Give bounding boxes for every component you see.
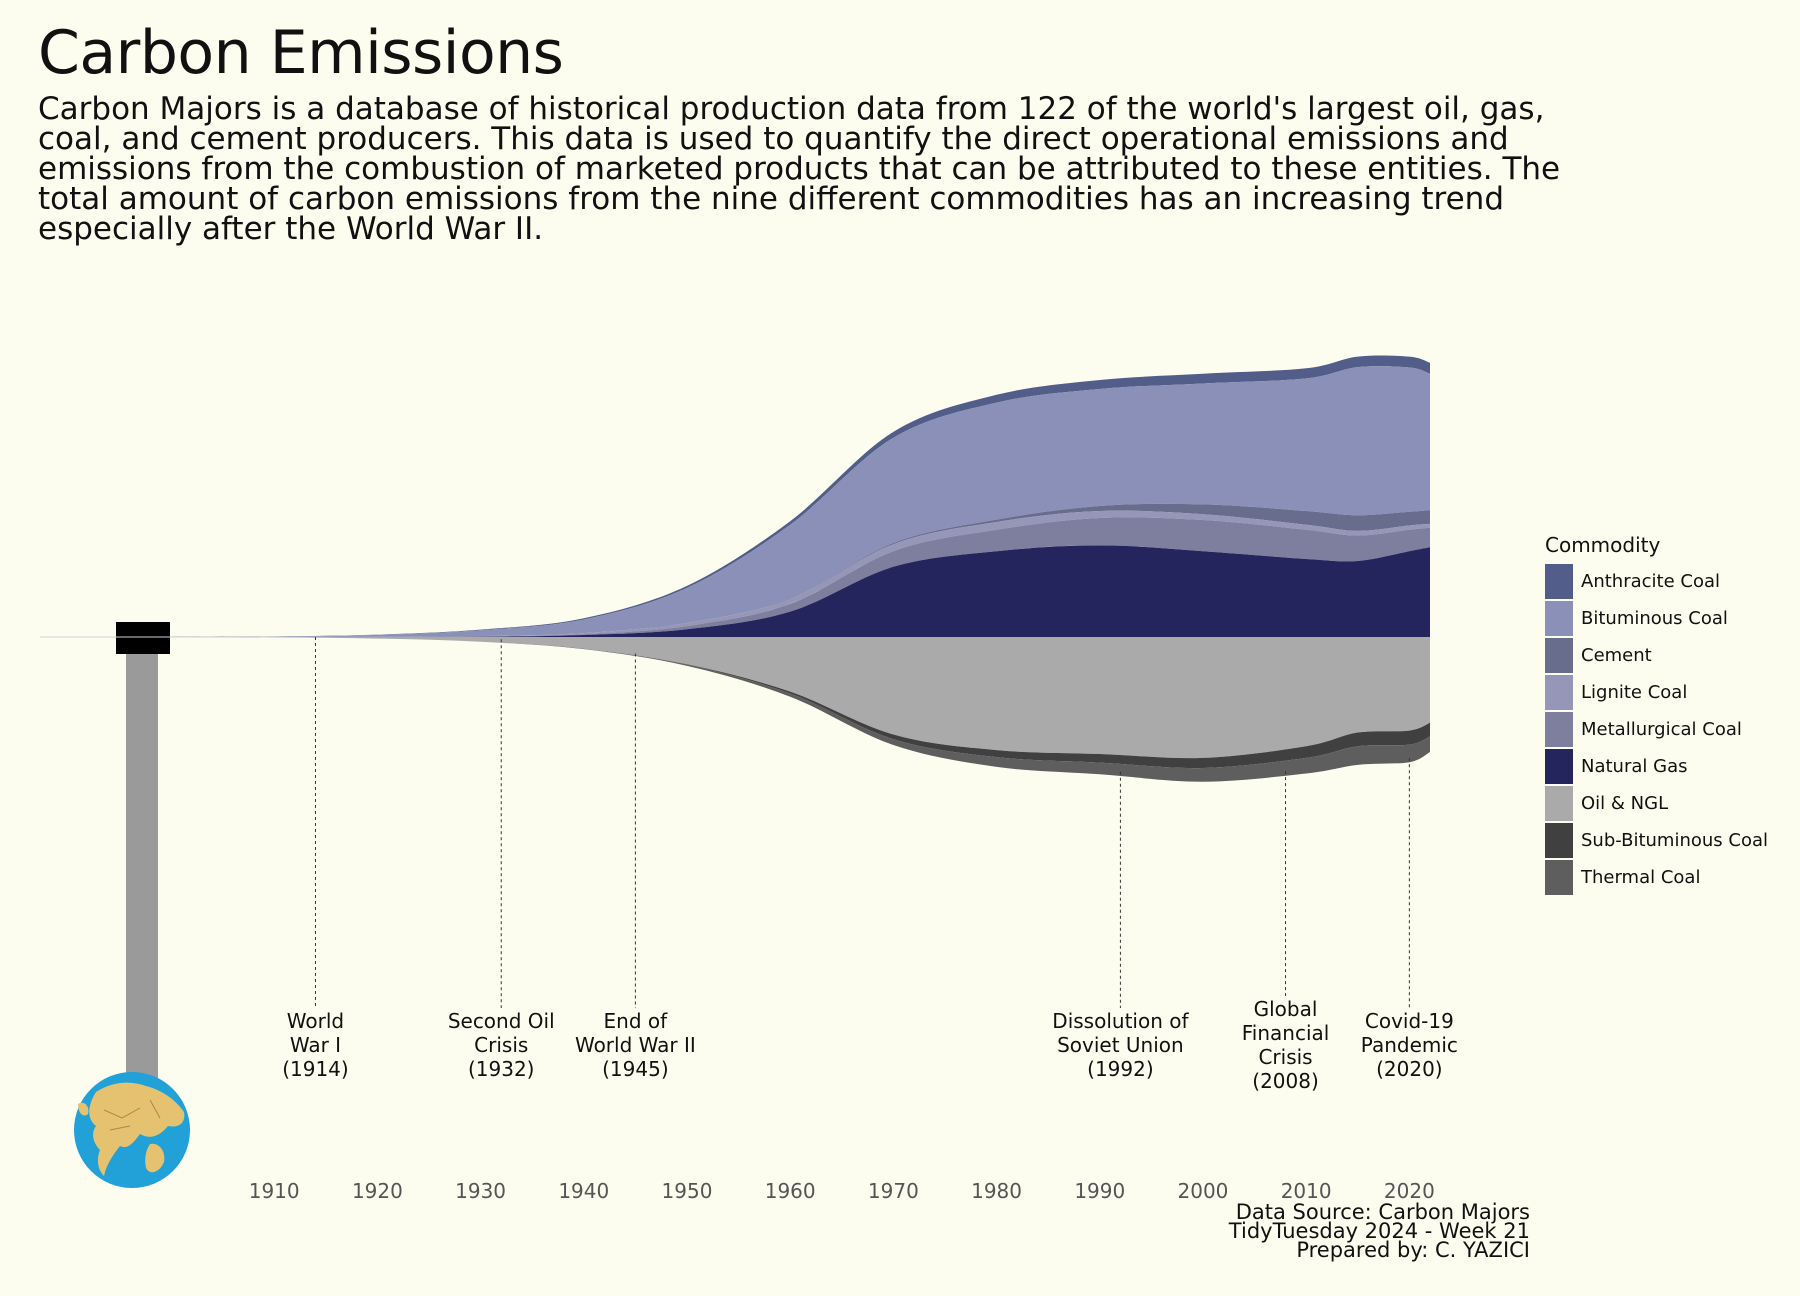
legend-label: Metallurgical Coal — [1581, 719, 1742, 740]
legend-swatch — [1545, 786, 1573, 821]
caption: Data Source: Carbon Majors TidyTuesday 2… — [1228, 1200, 1530, 1262]
caption-author: Prepared by: C. YAZICI — [1296, 1238, 1530, 1262]
stream-oil-ngl — [171, 637, 1430, 759]
x-tick-label: 1940 — [558, 1179, 609, 1203]
legend-label: Natural Gas — [1581, 756, 1688, 777]
x-tick-label: 1990 — [1074, 1179, 1125, 1203]
chart-title: Carbon Emissions — [38, 18, 564, 88]
stream-sub-bituminous-coal — [171, 637, 1430, 769]
legend-label: Sub-Bituminous Coal — [1581, 830, 1769, 851]
legend-label: Cement — [1581, 645, 1652, 666]
x-tick-label: 1960 — [765, 1179, 816, 1203]
event-annotations: World War I (1914) Second Oil Crisis (1932) En… — [282, 637, 1458, 1093]
legend: Commodity Anthracite Coal Bituminous Coal… — [1545, 533, 1768, 896]
x-axis: 1910 1920 1930 1940 1950 1960 1970 1980 1990 2000… — [249, 1179, 1435, 1203]
x-tick-label: 1950 — [662, 1179, 713, 1203]
legend-item: Cement — [1545, 637, 1768, 674]
legend-item: Sub-Bituminous Coal — [1545, 822, 1768, 859]
event-label: End of World War II (1945) — [575, 1009, 696, 1081]
x-tick-label: 1980 — [971, 1179, 1022, 1203]
event-label: Global Financial Crisis (2008) — [1242, 997, 1330, 1093]
pipe-cap — [116, 622, 170, 654]
stream-bituminous-coal — [171, 366, 1430, 637]
caption-source: Data Source: Carbon Majors — [1235, 1200, 1530, 1224]
caption-week: TidyTuesday 2024 - Week 21 — [1228, 1219, 1530, 1243]
legend-label: Thermal Coal — [1581, 867, 1701, 888]
legend-swatch — [1545, 749, 1573, 784]
legend-label: Bituminous Coal — [1581, 608, 1728, 629]
stream-thermal-coal — [171, 637, 1430, 782]
x-tick-label: 1920 — [352, 1179, 403, 1203]
x-tick-label: 1910 — [249, 1179, 300, 1203]
legend-item: Metallurgical Coal — [1545, 711, 1768, 748]
x-tick-label: 1930 — [455, 1179, 506, 1203]
event-label: Covid-19 Pandemic (2020) — [1361, 1009, 1458, 1081]
stream-cement — [171, 503, 1430, 637]
event-label: Second Oil Crisis (1932) — [448, 1009, 555, 1081]
legend-label: Oil & NGL — [1581, 793, 1669, 814]
event-label: World War I (1914) — [282, 1009, 349, 1081]
legend-label: Anthracite Coal — [1581, 571, 1720, 592]
legend-items: Anthracite Coal Bituminous Coal Cement Lign… — [1545, 563, 1768, 896]
legend-title: Commodity — [1545, 533, 1661, 557]
legend-swatch — [1545, 823, 1573, 858]
legend-label: Lignite Coal — [1581, 682, 1688, 703]
legend-swatch — [1545, 601, 1573, 636]
legend-item: Bituminous Coal — [1545, 600, 1768, 637]
pipe-decoration — [116, 622, 170, 1082]
legend-item: Anthracite Coal — [1545, 563, 1768, 600]
event-label: Dissolution of Soviet Union (1992) — [1052, 1009, 1189, 1081]
x-tick-label: 2020 — [1384, 1179, 1435, 1203]
pipe-stem — [126, 652, 158, 1082]
legend-swatch — [1545, 564, 1573, 599]
legend-swatch — [1545, 712, 1573, 747]
legend-swatch — [1545, 675, 1573, 710]
stream-natural-gas — [171, 545, 1430, 638]
legend-swatch — [1545, 860, 1573, 895]
legend-item: Lignite Coal — [1545, 674, 1768, 711]
x-tick-label: 2000 — [1178, 1179, 1229, 1203]
legend-item: Natural Gas — [1545, 748, 1768, 785]
globe-icon — [74, 1072, 190, 1188]
legend-swatch — [1545, 638, 1573, 673]
stream-layers — [40, 355, 1430, 782]
x-tick-label: 1970 — [868, 1179, 919, 1203]
x-tick-label: 2010 — [1281, 1179, 1332, 1203]
chart-subtitle: Carbon Majors is a database of historica… — [38, 91, 1561, 247]
legend-item: Oil & NGL — [1545, 785, 1768, 822]
legend-item: Thermal Coal — [1545, 859, 1768, 896]
